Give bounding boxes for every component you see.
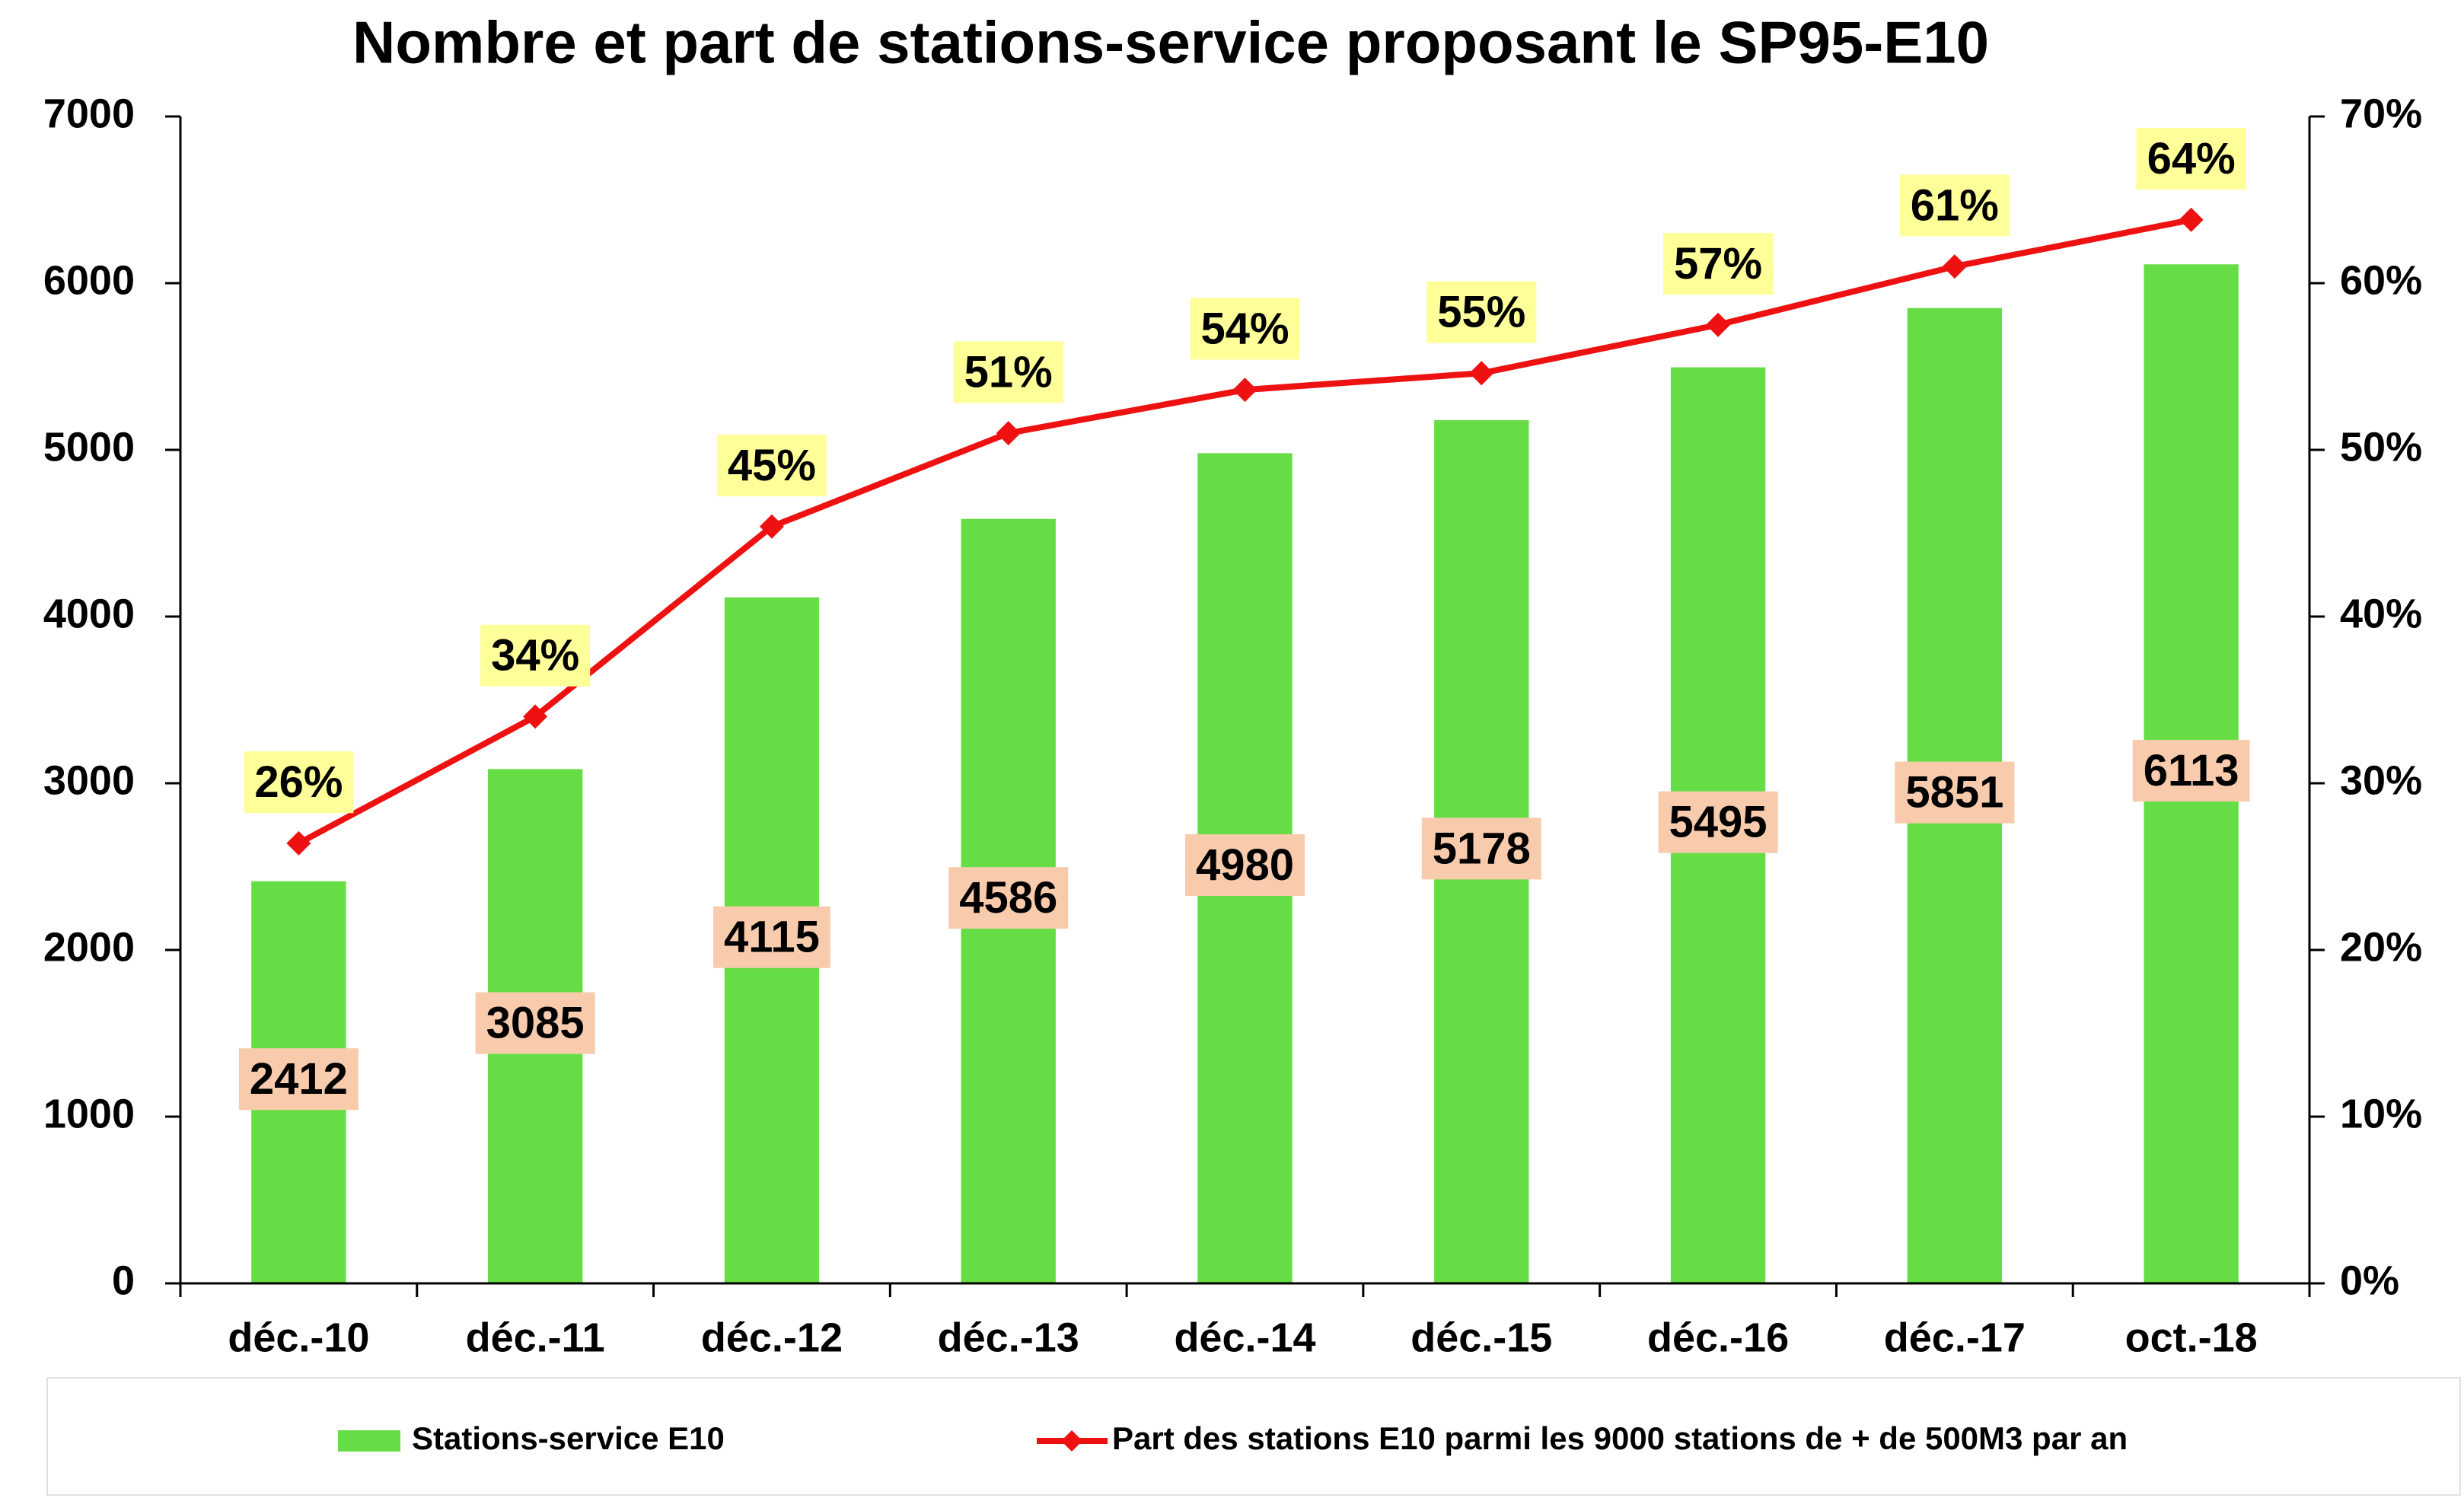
y2-tick-label: 50% [2340, 424, 2422, 470]
line-value-label: 55% [1426, 281, 1537, 343]
line-marker [1706, 312, 1731, 337]
bar-value-label-box [1895, 761, 2015, 824]
line-value-label: 61% [1911, 180, 1999, 230]
legend-frame [46, 1377, 2461, 1496]
y-tick-label: 0 [112, 1257, 135, 1303]
line-value-label: 45% [716, 435, 827, 497]
legend-swatch [338, 1430, 400, 1452]
y-tick-label: 4000 [43, 591, 135, 636]
bar-value-label: 5178 [1433, 824, 1531, 873]
bar-value-label-box [1421, 818, 1541, 880]
bar-value-label: 4980 [1196, 840, 1294, 890]
line-value-label: 54% [1190, 298, 1300, 360]
bar-value-label: 2412 [238, 1048, 359, 1111]
x-tick-label: déc.-12 [701, 1315, 843, 1360]
bar-value-label: 5851 [1895, 761, 2015, 824]
legend-marker [1061, 1430, 1082, 1452]
line-value-label: 57% [1663, 233, 1774, 295]
bar-value-label: 3085 [475, 992, 595, 1054]
y-tick-label: 6000 [43, 257, 135, 303]
line-value-label: 64% [2147, 134, 2236, 183]
line-value-label: 64% [2136, 128, 2246, 190]
line-value-label: 51% [953, 341, 1063, 403]
bar-value-label: 6113 [2132, 739, 2250, 802]
line-marker [2179, 207, 2204, 232]
x-tick-label: déc.-16 [1647, 1315, 1789, 1360]
line-value-label: 34% [480, 624, 591, 687]
y-tick-label: 3000 [43, 757, 135, 803]
line-value-label: 57% [1674, 239, 1762, 288]
bar-value-label-box [2132, 739, 2250, 802]
x-tick-label: déc.-13 [938, 1315, 1079, 1360]
legend-label: Stations-service E10 [412, 1420, 725, 1456]
line-marker [286, 830, 311, 856]
bar-value-label: 6113 [2144, 746, 2239, 795]
bar-value-label-box [1658, 791, 1778, 853]
bar-value-label: 5495 [1658, 791, 1778, 853]
x-tick-label: déc.-14 [1174, 1315, 1315, 1360]
line-value-label-box [1663, 233, 1774, 295]
x-tick-label: déc.-17 [1884, 1315, 2026, 1360]
y2-tick-label: 10% [2340, 1091, 2422, 1136]
line-value-label-box [1899, 174, 2010, 237]
x-tick-label: déc.-15 [1411, 1315, 1552, 1360]
line-value-label: 54% [1200, 304, 1289, 353]
bar-value-label-box [1184, 834, 1305, 897]
bar-value-label: 5495 [1669, 798, 1768, 847]
chart-title: Nombre et part de stations-service propo… [352, 9, 1989, 76]
line-marker [996, 421, 1021, 446]
y2-tick-label: 40% [2340, 591, 2422, 636]
y2-tick-label: 20% [2340, 924, 2422, 970]
y2-tick-label: 70% [2340, 91, 2422, 136]
line-value-label: 26% [244, 751, 354, 814]
line-value-label-box [1426, 281, 1537, 343]
bar-value-label: 4980 [1184, 834, 1305, 897]
line-value-label-box [480, 624, 591, 687]
line-marker [1942, 254, 1967, 279]
line-marker [759, 514, 784, 539]
x-tick-label: déc.-11 [466, 1315, 605, 1360]
bar-value-label: 4586 [959, 873, 1057, 923]
y-tick-label: 1000 [43, 1091, 135, 1136]
line-marker [523, 704, 548, 729]
bar-value-label: 2412 [250, 1054, 348, 1104]
line-marker [1469, 361, 1494, 386]
bar-value-label: 4115 [713, 906, 830, 968]
bar-value-label-box [948, 867, 1069, 929]
bar-value-label: 4586 [948, 867, 1069, 929]
line-value-label: 26% [254, 757, 343, 807]
y-tick-label: 5000 [43, 424, 135, 470]
line-value-label: 51% [964, 347, 1053, 397]
y-tick-label: 2000 [43, 924, 135, 970]
bar-value-label: 4115 [724, 913, 820, 962]
bar-value-label: 5851 [1905, 768, 2003, 818]
line-value-label-box [1190, 298, 1300, 360]
bar-value-label-box [713, 906, 830, 968]
line-value-label-box [953, 341, 1063, 403]
x-tick-label: oct.-18 [2125, 1315, 2258, 1360]
y2-tick-label: 0% [2340, 1257, 2399, 1303]
line-marker [1232, 378, 1258, 403]
line-value-label: 55% [1437, 288, 1525, 337]
line-value-label-box [716, 435, 827, 497]
line-value-label: 34% [491, 631, 579, 680]
y2-tick-label: 30% [2340, 757, 2422, 803]
bar-value-label: 5178 [1421, 818, 1541, 880]
line-value-label-box [244, 751, 354, 814]
bar-value-label-box [238, 1048, 359, 1111]
line-value-label: 45% [728, 441, 816, 490]
bar-value-label: 3085 [486, 999, 585, 1048]
line-value-label-box [2136, 128, 2246, 190]
legend-label: Part des stations E10 parmi les 9000 sta… [1112, 1420, 2128, 1456]
bar-value-label-box [475, 992, 595, 1054]
x-tick-label: déc.-10 [228, 1315, 369, 1360]
y-tick-label: 7000 [43, 91, 135, 136]
y2-tick-label: 60% [2340, 257, 2422, 303]
line-value-label: 61% [1899, 174, 2010, 237]
